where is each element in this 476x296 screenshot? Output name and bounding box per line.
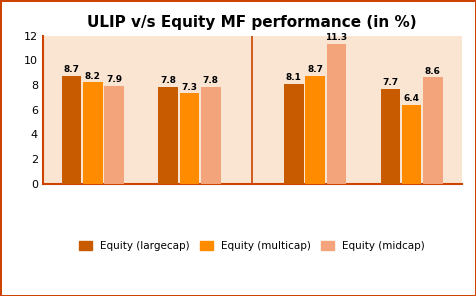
- Bar: [402, 104, 421, 184]
- Bar: [327, 44, 346, 184]
- Title: ULIP v/s Equity MF performance (in %): ULIP v/s Equity MF performance (in %): [88, 15, 417, 30]
- Bar: [180, 94, 199, 184]
- Text: 7.7: 7.7: [382, 78, 398, 87]
- Text: 8.2: 8.2: [85, 72, 101, 81]
- Text: 8.7: 8.7: [307, 65, 323, 74]
- Bar: [62, 76, 81, 184]
- Text: 7.9: 7.9: [106, 75, 122, 84]
- Text: 8.7: 8.7: [64, 65, 79, 74]
- Bar: [381, 89, 400, 184]
- Text: 7.3: 7.3: [181, 83, 198, 92]
- Bar: [305, 76, 325, 184]
- Bar: [284, 83, 304, 184]
- Text: 11.3: 11.3: [325, 33, 347, 42]
- Text: 8.6: 8.6: [425, 67, 441, 75]
- Text: 7.8: 7.8: [203, 76, 219, 86]
- Bar: [201, 87, 220, 184]
- Legend: Equity (largecap), Equity (multicap), Equity (midcap): Equity (largecap), Equity (multicap), Eq…: [75, 237, 429, 255]
- Text: 7.8: 7.8: [160, 76, 176, 86]
- Text: 6.4: 6.4: [404, 94, 420, 103]
- Bar: [159, 87, 178, 184]
- Bar: [104, 86, 124, 184]
- Bar: [423, 78, 443, 184]
- Text: 8.1: 8.1: [286, 73, 302, 82]
- Bar: [83, 82, 103, 184]
